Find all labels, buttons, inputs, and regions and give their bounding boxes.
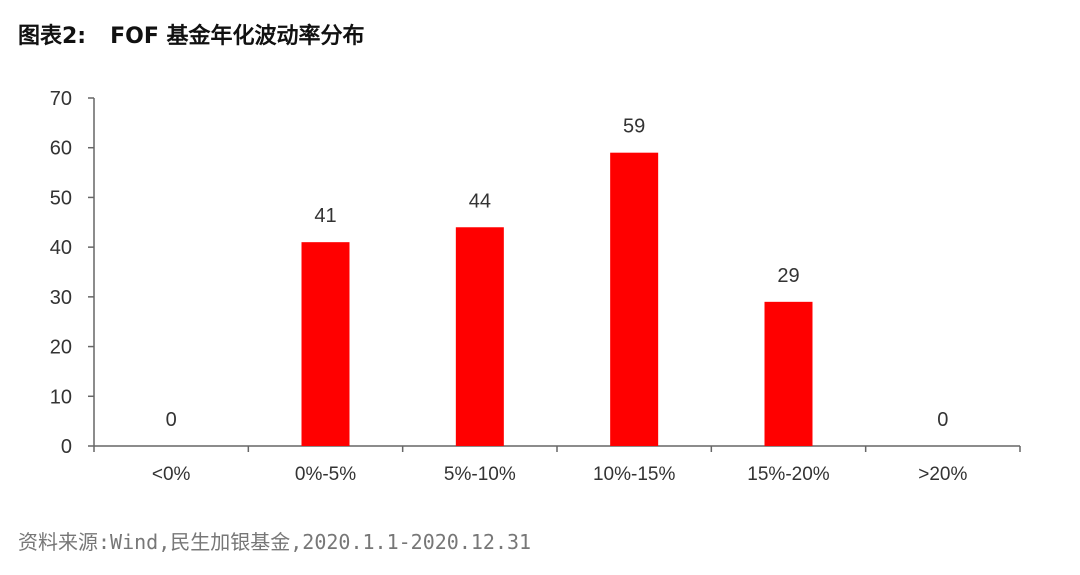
- y-tick-label: 70: [50, 88, 72, 110]
- data-labels: 0 41 44 59 29 0: [166, 116, 949, 431]
- x-category-label: 0%-5%: [295, 464, 356, 485]
- y-tick-label: 50: [50, 187, 72, 209]
- bar: [301, 242, 350, 446]
- bar-value-label: 0: [166, 409, 177, 431]
- x-category-label: 15%-20%: [747, 464, 829, 485]
- bar-value-label: 41: [314, 205, 336, 227]
- y-tick-label: 20: [50, 337, 72, 359]
- x-category-label: >20%: [918, 464, 967, 485]
- y-axis: 0 10 20 30 40 50 60 70: [50, 88, 95, 458]
- bar: [610, 152, 659, 446]
- x-category-label: <0%: [152, 464, 191, 485]
- bar: [764, 301, 813, 446]
- y-tick-label: 30: [50, 287, 72, 309]
- bar-value-label: 44: [469, 190, 491, 212]
- y-tick-label: 40: [50, 237, 72, 259]
- bar-value-label: 0: [937, 409, 948, 431]
- x-category-label: 10%-15%: [593, 464, 675, 485]
- y-tick-label: 10: [50, 386, 72, 408]
- bar-value-label: 29: [777, 265, 799, 287]
- x-axis: <0% 0%-5% 5%-10% 10%-15% 15%-20% >20%: [93, 445, 1021, 485]
- bar: [455, 227, 504, 446]
- y-tick-label: 60: [50, 138, 72, 160]
- x-category-label: 5%-10%: [444, 464, 516, 485]
- figure-title: FOF 基金年化波动率分布: [110, 24, 365, 49]
- chart-title: 图表2: FOF 基金年化波动率分布: [18, 18, 365, 50]
- y-tick-label: 0: [61, 436, 72, 458]
- figure-label: 图表2:: [18, 24, 87, 49]
- source-note: 资料来源:Wind,民生加银基金,2020.1.1-2020.12.31: [18, 530, 532, 554]
- bar-value-label: 59: [623, 116, 645, 138]
- bars: [301, 152, 813, 446]
